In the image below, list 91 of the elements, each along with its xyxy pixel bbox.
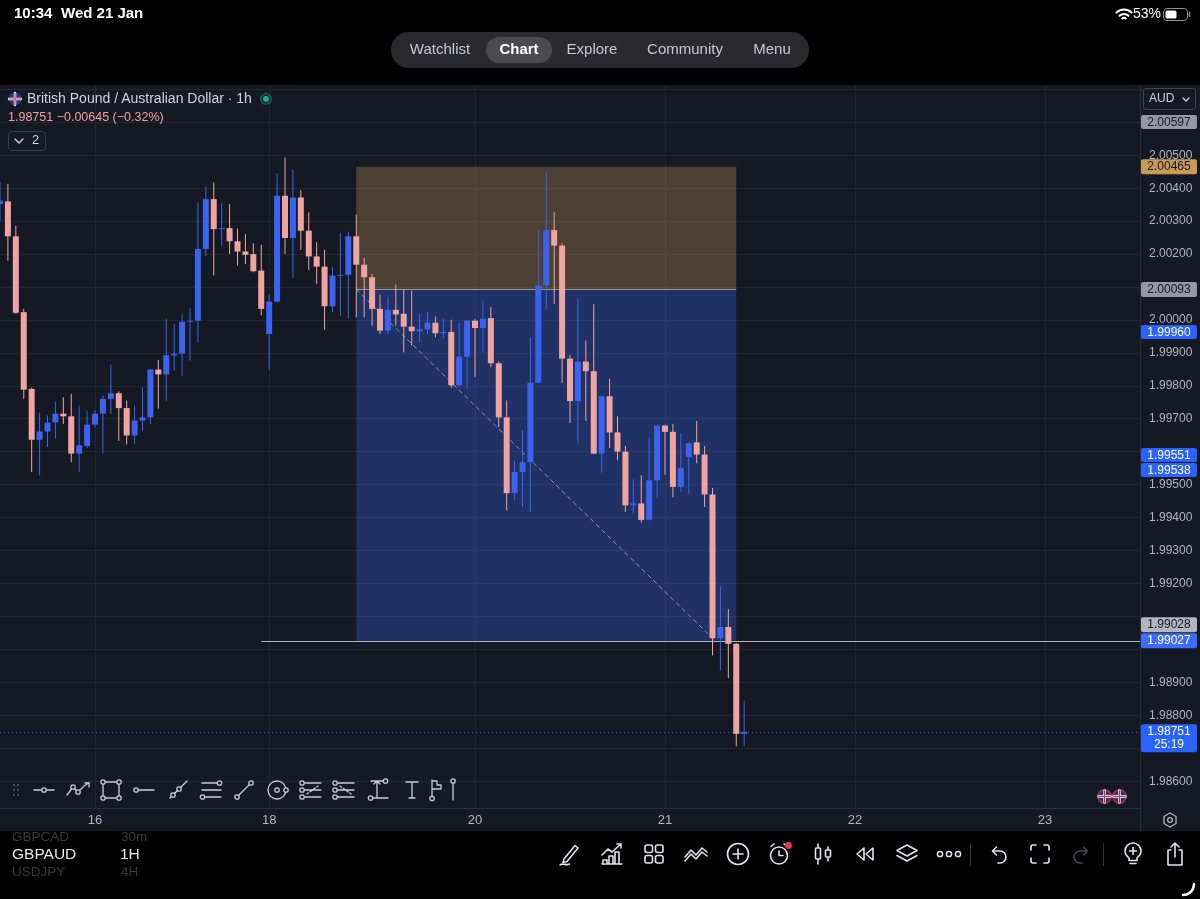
candlestick — [693, 420, 700, 464]
y-tick-label: 1.99900 — [1149, 345, 1193, 360]
candlestick — [313, 241, 320, 285]
text: AUD — [1149, 90, 1175, 105]
y-tick-label: 2.00000 — [1149, 312, 1193, 327]
ref-line-label: 1.99028 — [1147, 617, 1192, 632]
candlestick — [614, 415, 621, 461]
y-tick-label: 2.00300 — [1149, 213, 1193, 228]
text: 1.99538 — [1141, 463, 1197, 477]
y-tick-label: 2.00200 — [1149, 246, 1193, 261]
text: 4H — [121, 863, 139, 879]
text: Chart — [499, 40, 539, 57]
text: 1.99551 — [1141, 448, 1197, 462]
text: 30m — [121, 828, 148, 844]
candlestick — [99, 395, 106, 455]
x-tick-label: 23 — [1037, 812, 1053, 828]
text: 2.00093 — [1147, 281, 1192, 296]
candlestick — [424, 311, 431, 335]
candlestick — [36, 412, 43, 476]
candlestick — [638, 474, 645, 523]
y-tick-label: 1.99500 — [1149, 477, 1193, 492]
text: 1.99027 — [1147, 633, 1192, 648]
text: GBPCAD — [12, 828, 70, 844]
x-tick-label: 21 — [657, 812, 673, 828]
candlestick — [519, 430, 526, 508]
candlestick — [218, 202, 225, 247]
y-tick-label: 1.99300 — [1149, 543, 1193, 558]
text: 2.00465 — [1147, 159, 1192, 174]
x-tick-label: 16 — [87, 812, 103, 828]
candlestick — [677, 432, 684, 493]
y-tick-label: 1.98900 — [1149, 675, 1193, 690]
y-tick-label: 2.00500 — [1149, 147, 1193, 162]
candlestick — [479, 300, 486, 353]
candlestick — [107, 364, 114, 415]
candlestick — [432, 315, 439, 338]
candlestick — [685, 441, 692, 494]
x-tick-label: 18 — [261, 812, 277, 828]
text: 25:19 — [1153, 737, 1185, 752]
candlestick — [131, 404, 138, 445]
candlestick — [741, 700, 748, 747]
candlestick — [337, 232, 344, 317]
annotation: 2 — [32, 132, 40, 148]
text: USDJPY — [12, 863, 66, 879]
text: 1.98751 −0.00645 (−0.32%) — [8, 109, 164, 124]
candlestick — [377, 294, 383, 335]
candlestick — [717, 585, 724, 671]
text: Watchlist — [409, 40, 471, 57]
text: 1H — [120, 844, 140, 862]
candlestick — [416, 313, 423, 343]
x-tick-label: 22 — [847, 812, 863, 828]
y-tick-label: 1.99800 — [1149, 378, 1193, 393]
candlestick — [226, 203, 233, 255]
text: 2.00597 — [1141, 115, 1197, 129]
candlestick — [52, 401, 59, 440]
candlestick — [84, 409, 91, 449]
candlestick — [725, 608, 732, 679]
candlestick — [630, 478, 637, 515]
y-tick-label: 1.99700 — [1149, 411, 1193, 426]
candlestick — [139, 386, 146, 432]
candlestick — [384, 296, 391, 335]
ref-line-label: 1.98751 — [1147, 724, 1192, 739]
text: 53% — [1133, 4, 1162, 21]
text: 1.99960 — [1141, 325, 1197, 339]
text: GBPAUD — [12, 844, 77, 862]
candlestick — [115, 390, 122, 442]
candlestick — [511, 460, 518, 501]
candlestick — [44, 414, 51, 448]
candlestick — [400, 289, 407, 353]
candlestick — [234, 227, 241, 267]
text: Community — [647, 40, 723, 57]
y-tick-label: 1.98800 — [1149, 708, 1193, 722]
y-tick-label: 2.00400 — [1149, 180, 1193, 195]
candlestick — [242, 233, 249, 265]
candlestick — [582, 340, 589, 422]
y-tick-label: 1.99200 — [1149, 576, 1193, 591]
candlestick — [250, 242, 257, 273]
text: Wed 21 Jan — [61, 4, 144, 21]
candlestick — [551, 211, 558, 305]
candlestick — [361, 257, 368, 318]
candlestick — [187, 307, 193, 362]
text: Explore — [566, 40, 618, 57]
chart-title: British Pound / Australian Dollar · 1h — [27, 89, 252, 106]
text: Menu — [753, 40, 791, 57]
x-tick-label: 20 — [467, 812, 483, 828]
candlestick — [163, 318, 170, 402]
candlestick — [662, 424, 668, 476]
candlestick — [472, 318, 478, 378]
y-tick-label: 1.99400 — [1149, 510, 1193, 525]
text: 10:34 — [14, 4, 53, 21]
candlestick — [76, 404, 83, 473]
y-tick-label: 1.98600 — [1149, 773, 1193, 788]
